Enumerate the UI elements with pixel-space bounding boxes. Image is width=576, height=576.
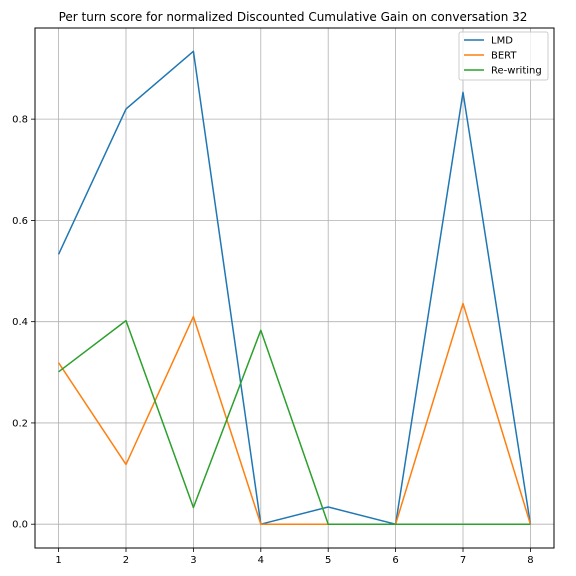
x-tick-label: 2 — [123, 555, 129, 566]
legend-label: BERT — [491, 51, 517, 62]
x-tick-label: 6 — [392, 555, 398, 566]
y-tick-label: 0.6 — [12, 216, 28, 227]
legend-label: LMD — [491, 36, 513, 47]
chart-title: Per turn score for normalized Discounted… — [59, 10, 528, 24]
x-tick-label: 7 — [460, 555, 466, 566]
y-axis-ticks: 0.0 0.2 0.4 0.6 0.8 — [12, 115, 35, 531]
series-line-lmd — [57, 50, 532, 525]
x-tick-label: 4 — [258, 555, 264, 566]
series-line-re-writing — [58, 319, 531, 525]
series-line-bert — [57, 302, 532, 525]
axes-frame — [34, 27, 555, 549]
y-tick-label: 0.8 — [12, 115, 28, 126]
legend-box — [458, 31, 549, 81]
series-lines — [57, 50, 532, 525]
grid — [35, 28, 554, 548]
legend: LMD BERT Re-writing — [458, 31, 549, 81]
x-tick-label: 1 — [55, 555, 61, 566]
y-tick-label: 0.0 — [12, 520, 28, 531]
x-tick-label: 5 — [325, 555, 331, 566]
x-axis-ticks: 1 2 3 4 5 6 7 8 — [55, 548, 534, 566]
x-tick-label: 3 — [190, 555, 196, 566]
legend-label: Re-writing — [491, 66, 542, 77]
x-tick-label: 8 — [527, 555, 533, 566]
y-tick-label: 0.2 — [12, 418, 28, 429]
y-tick-label: 0.4 — [12, 317, 28, 328]
